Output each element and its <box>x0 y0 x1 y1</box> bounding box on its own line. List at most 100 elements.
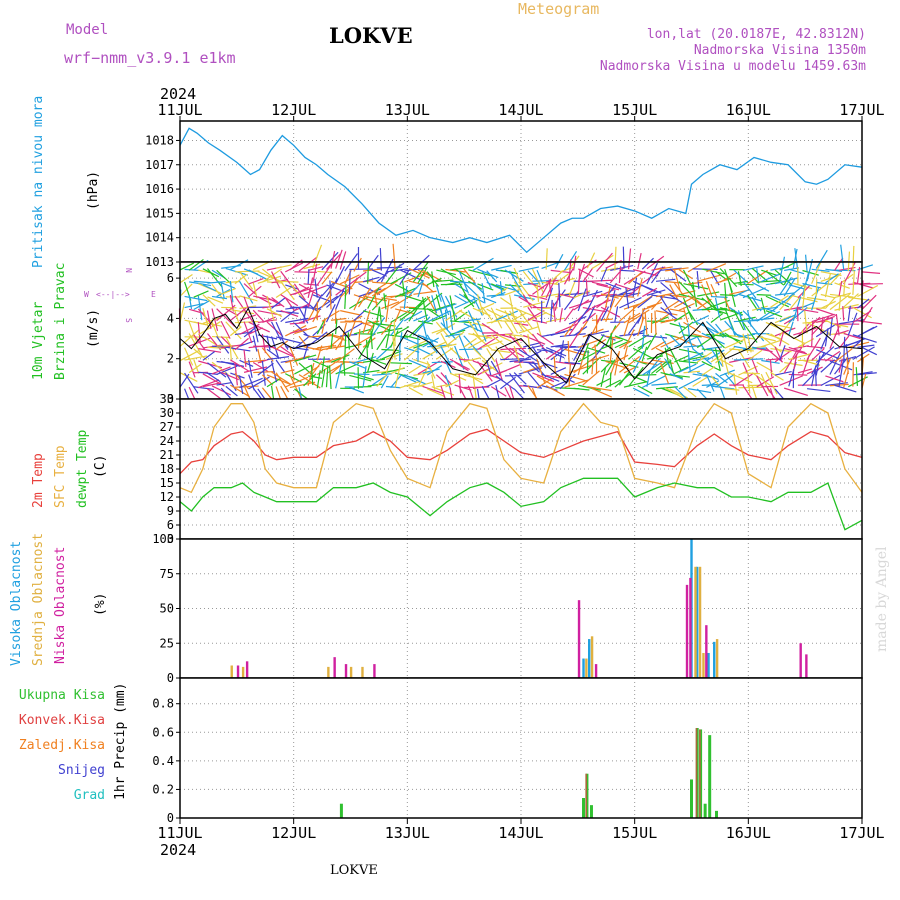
wind-arrow <box>669 268 687 282</box>
wind-arrow <box>495 359 504 382</box>
wind-arrow <box>843 370 849 388</box>
wind-arrow <box>344 335 347 360</box>
wind-arrow <box>527 306 538 320</box>
wind-arrow <box>628 334 650 348</box>
panels: 1013101410151016101710180246369121518212… <box>145 120 883 825</box>
wind-arrow <box>344 283 347 309</box>
wind-arrow <box>563 323 574 337</box>
wind-arrow <box>664 300 680 311</box>
wind-arrow <box>449 310 454 330</box>
wind-arrow <box>632 294 654 309</box>
wind-arrow <box>316 263 333 286</box>
wind-arrow <box>669 308 686 313</box>
wind-arrow <box>422 296 428 321</box>
wind-arrow <box>655 313 670 324</box>
wind-arrow <box>770 333 790 346</box>
wind-arrow <box>811 348 825 361</box>
wind-arrow <box>692 375 710 387</box>
wind-arrow <box>454 294 468 304</box>
wind-arrow <box>329 289 332 310</box>
wind-arrow <box>491 349 511 354</box>
wind-arrow <box>683 321 702 333</box>
wind-arrow <box>779 345 786 361</box>
precip-label-total: Ukupna Kisa <box>19 688 105 703</box>
wind-arrow <box>275 336 301 344</box>
wind-arrow <box>253 345 275 348</box>
pressure-unit: (hPa) <box>86 171 101 210</box>
wind-arrow <box>835 313 840 336</box>
wind-arrow <box>742 372 760 375</box>
wind-arrow <box>472 347 489 364</box>
wind-arrow <box>495 310 519 321</box>
temperature-ytick-label: 12 <box>160 490 174 504</box>
wind-arrow <box>362 276 380 283</box>
wind-arrow <box>495 375 515 390</box>
wind-arrow <box>372 373 392 376</box>
total-precip-bar <box>690 779 693 818</box>
wind-arrow <box>692 315 710 324</box>
wind-arrow <box>637 385 653 395</box>
wind-arrow <box>509 283 528 302</box>
wind-arrow <box>609 333 613 350</box>
wind-arrow <box>706 380 720 388</box>
wind-arrow <box>586 350 589 374</box>
wind-arrow <box>403 346 420 361</box>
wind-arrow <box>197 295 203 321</box>
wind-arrow <box>294 322 310 338</box>
temp-label-sfc: SFC Temp <box>53 445 68 508</box>
wind-arrow <box>793 295 818 303</box>
wind-arrow <box>248 374 255 391</box>
mid-cloud-bar <box>349 666 353 678</box>
wind-ylabel-1: 10m Vjetar <box>31 302 46 380</box>
wind-arrow <box>252 309 264 322</box>
wind-arrow <box>765 310 783 318</box>
wind-arrow <box>381 301 400 310</box>
wind-arrow <box>490 386 507 397</box>
wind-arrow <box>646 301 663 308</box>
wind-arrow <box>262 294 283 307</box>
wind-arrow <box>705 374 715 392</box>
wind-arrow <box>655 346 671 360</box>
wind-arrow <box>710 348 724 367</box>
wind-arrow <box>339 322 347 347</box>
wind-arrow <box>399 381 420 389</box>
wind-arrow <box>577 268 581 295</box>
wind-arrow <box>632 277 638 297</box>
top-date-axis: 11JUL 12JUL 13JUL 14JUL 15JUL 16JUL 17JUL <box>157 101 885 121</box>
mid-cloud-bar <box>327 666 330 678</box>
wind-arrow <box>609 372 612 387</box>
precip-ytick-label: 0.8 <box>152 697 174 711</box>
wind-arrow <box>362 310 371 334</box>
wind-arrow <box>687 294 702 306</box>
wind-arrow <box>179 262 195 271</box>
wind-arrow <box>701 268 725 275</box>
wind-arrow <box>641 287 658 298</box>
wind-arrow <box>738 358 764 361</box>
wind-arrow <box>765 371 778 395</box>
wind-arrow <box>372 322 396 327</box>
wind-arrow <box>729 348 754 352</box>
wind-arrow <box>582 306 607 313</box>
wind-arrow <box>426 361 436 379</box>
wind-arrow <box>586 289 598 311</box>
wind-arrow <box>742 280 757 299</box>
wind-arrow <box>417 279 424 298</box>
wind-arrow <box>476 294 485 316</box>
wind-arrow <box>609 265 626 284</box>
temperature-ytick-label: 27 <box>160 420 174 434</box>
wind-arrow <box>467 310 479 332</box>
wind-arrow <box>843 336 846 363</box>
wind-arrow <box>582 290 603 298</box>
wind-arrow <box>618 266 622 284</box>
wind-arrow <box>270 336 280 360</box>
wind-arrow <box>316 295 339 311</box>
wind-arrow <box>724 297 731 312</box>
wind-arrow <box>779 314 797 323</box>
wind-arrow <box>692 348 712 365</box>
wind-arrow <box>747 294 759 311</box>
wind-arrow <box>229 326 242 337</box>
wind-arrow <box>211 361 229 376</box>
wind-arrow <box>573 255 577 271</box>
wind-arrow <box>825 273 839 284</box>
wind-arrow <box>220 387 233 401</box>
